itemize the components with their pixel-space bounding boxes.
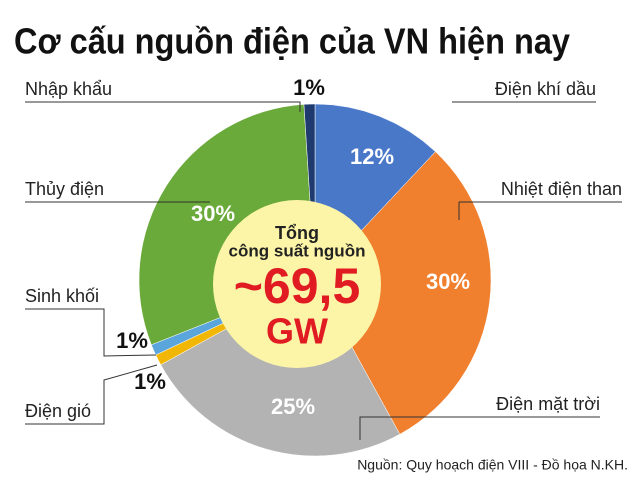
pie-slice (160, 279, 401, 457)
pie-slice (314, 151, 492, 435)
value-label: 30% (426, 269, 470, 294)
value-label: 30% (191, 201, 235, 226)
center-circle (213, 200, 381, 368)
leader-line (25, 308, 157, 357)
category-label: Nhiệt điện than (501, 179, 622, 199)
leader-line (458, 201, 622, 220)
chart-title: Cơ cấu nguồn điện của VN hiện nay (14, 21, 570, 62)
center-label: ~69,5 (234, 258, 361, 314)
center-label: Tổng (275, 223, 319, 243)
category-label: Nhập khẩu (25, 79, 112, 99)
leader-line (25, 364, 158, 425)
value-label: 1% (293, 75, 325, 100)
center-label: GW (266, 311, 328, 352)
category-label: Sinh khối (25, 286, 99, 306)
value-label: 1% (116, 328, 148, 353)
category-label: Điện mặt trời (496, 394, 600, 414)
value-label: 1% (134, 369, 166, 394)
source-note: Nguồn: Quy hoạch điện VIII - Đồ họa N.KH… (357, 457, 628, 473)
category-label: Điện gió (25, 401, 91, 421)
category-label: Thủy điện (25, 179, 104, 199)
value-label: 25% (271, 394, 315, 419)
leader-line (359, 416, 600, 440)
category-label: Điện khí dầu (495, 79, 596, 99)
value-label: 12% (350, 144, 394, 169)
center-label: công suất nguồn (229, 241, 366, 260)
leader-line (25, 101, 301, 112)
